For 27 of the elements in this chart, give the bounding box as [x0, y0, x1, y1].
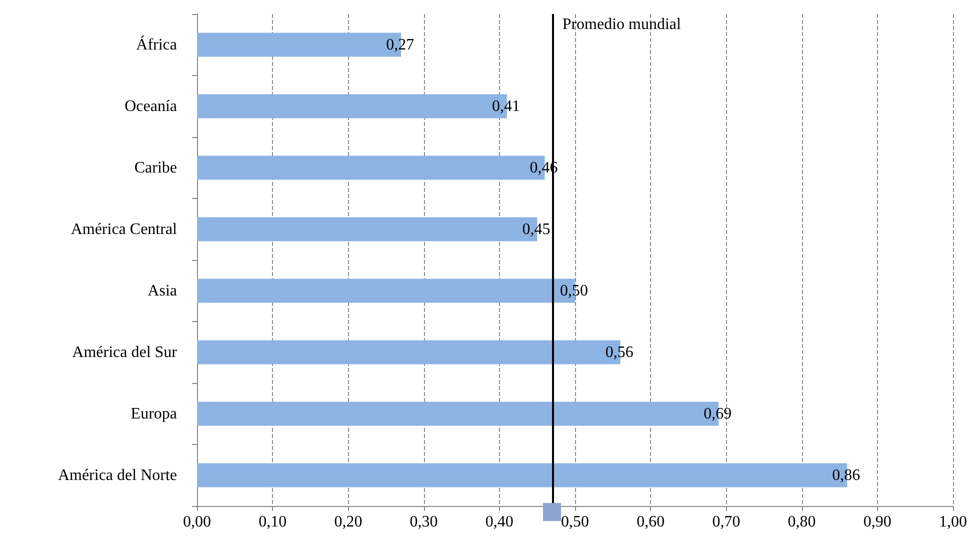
y-tick-label: Europa: [130, 405, 177, 422]
data-label: 0,86: [832, 466, 860, 484]
y-tick-label: América Central: [70, 220, 178, 238]
x-tick-label: 0,90: [863, 514, 892, 530]
y-tick-label: Oceanía: [124, 98, 177, 115]
x-tick-label: 0,10: [258, 514, 287, 530]
x-tick-label: 0,20: [334, 514, 362, 530]
ref-line-label: Promedio mundial: [562, 16, 681, 34]
y-tick-label: América del Norte: [58, 466, 177, 484]
x-tick-label: 1,00: [939, 514, 967, 530]
data-label: 0,45: [522, 220, 550, 238]
x-tick-label: 0,70: [712, 514, 740, 530]
data-label: 0,27: [386, 36, 414, 54]
data-label: 0,56: [605, 344, 634, 361]
x-tick-label: 0,50: [561, 514, 589, 530]
x-tick-label: 0,40: [485, 514, 514, 530]
x-tick-label: 0,00: [183, 514, 211, 530]
y-tick-label: Asia: [148, 282, 177, 300]
data-label: 0,41: [492, 98, 520, 115]
x-tick-label: 0,60: [636, 514, 665, 530]
x-tick-label: 0,80: [788, 514, 816, 530]
data-label: 0,50: [560, 282, 588, 300]
y-tick-label: Caribe: [134, 159, 177, 176]
y-tick-label: África: [136, 35, 177, 54]
x-tick-label: 0,30: [410, 514, 438, 530]
data-label: 0,69: [704, 405, 732, 422]
y-tick-label: América del Sur: [72, 344, 178, 361]
